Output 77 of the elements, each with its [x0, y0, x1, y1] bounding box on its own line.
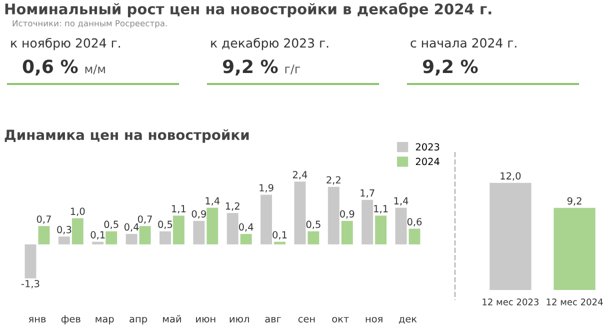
- bar: [193, 220, 205, 244]
- bar: [72, 218, 84, 244]
- bar: [24, 244, 36, 278]
- legend-label: 2023: [416, 143, 440, 151]
- data-label: 1,4: [394, 197, 408, 206]
- data-label: 0,9: [340, 210, 354, 219]
- bar: [160, 231, 171, 244]
- data-label: 0,6: [407, 218, 422, 226]
- chart-title: Динамика цен на новостройки: [4, 129, 249, 143]
- bar: [308, 231, 320, 244]
- text: 9,2 %: [222, 60, 278, 76]
- bar: [395, 208, 407, 244]
- bar: [206, 208, 218, 244]
- bar: [226, 213, 238, 244]
- data-label: 1,9: [260, 184, 274, 192]
- category-label: к декабрю 2023 г.: [211, 38, 328, 50]
- data-label: 9,2: [567, 197, 582, 206]
- data-label: 1,7: [360, 189, 374, 198]
- data-label: 1,0: [70, 208, 85, 216]
- data-label: 0,5: [158, 220, 172, 230]
- x-tick-label: окт: [332, 316, 349, 323]
- data-label: 0,7: [138, 215, 152, 224]
- bar: [294, 182, 306, 244]
- bar: [260, 194, 272, 244]
- x-tick-label: 12 мес 2024: [546, 298, 603, 306]
- bar: [341, 220, 353, 244]
- x-tick-label: 12 мес 2023: [482, 298, 538, 306]
- bar: [58, 236, 70, 244]
- text: м/м: [85, 64, 105, 74]
- x-tick-label: ноя: [366, 316, 382, 323]
- text: 0,6 %: [22, 60, 78, 76]
- x-tick-label: июл: [230, 316, 249, 323]
- bar: [92, 242, 104, 244]
- bar: [362, 200, 374, 244]
- data-label: 1,1: [374, 205, 388, 214]
- x-tick-label: май: [163, 315, 181, 323]
- data-label: 0,4: [124, 223, 139, 232]
- data-label: 0,3: [57, 226, 72, 234]
- x-tick-label: апр: [130, 316, 147, 324]
- data-label: 1,2: [226, 202, 240, 211]
- x-tick-label: июн: [196, 316, 216, 323]
- data-label: 0,1: [272, 231, 287, 240]
- bar: [328, 186, 340, 244]
- x-tick-label: дек: [398, 316, 417, 324]
- bar: [106, 231, 118, 244]
- text: г/г: [285, 64, 300, 74]
- data-label: -1,3: [21, 280, 40, 288]
- text: 9,2 %: [422, 60, 478, 76]
- bar: [126, 234, 138, 244]
- x-tick-label: янв: [28, 317, 46, 322]
- bar: [274, 242, 286, 244]
- data-label: 0,5: [306, 220, 320, 230]
- text: Источники: по данным Росреестра.: [12, 20, 167, 28]
- data-label: 0,7: [36, 215, 51, 224]
- x-tick-label: фев: [61, 315, 80, 324]
- bar: [240, 234, 252, 244]
- x-tick-label: авг: [265, 316, 281, 323]
- data-label: 2,2: [326, 176, 340, 185]
- x-tick-label: мар: [96, 316, 114, 324]
- bar: [375, 216, 387, 244]
- data-label: 1,4: [206, 197, 220, 206]
- bar: [172, 216, 184, 244]
- data-label: 0,9: [192, 210, 206, 219]
- data-label: 2,4: [292, 170, 308, 180]
- data-label: 0,1: [90, 231, 105, 240]
- data-label: 12,0: [500, 172, 521, 181]
- bar: [38, 226, 50, 244]
- data-label: 1,1: [172, 205, 186, 214]
- bar: [139, 226, 151, 244]
- data-label: 0,5: [104, 220, 118, 230]
- data-label: 0,4: [238, 223, 254, 232]
- category-label: с начала 2024 г.: [410, 38, 516, 48]
- legend-label: 2024: [416, 158, 440, 166]
- category-label: к ноябрю 2024 г.: [11, 38, 120, 50]
- x-tick-label: сен: [298, 316, 315, 323]
- text: Номинальный рост цен на новостройки в декабре 2024 г.: [5, 2, 492, 18]
- bar: [408, 228, 420, 244]
